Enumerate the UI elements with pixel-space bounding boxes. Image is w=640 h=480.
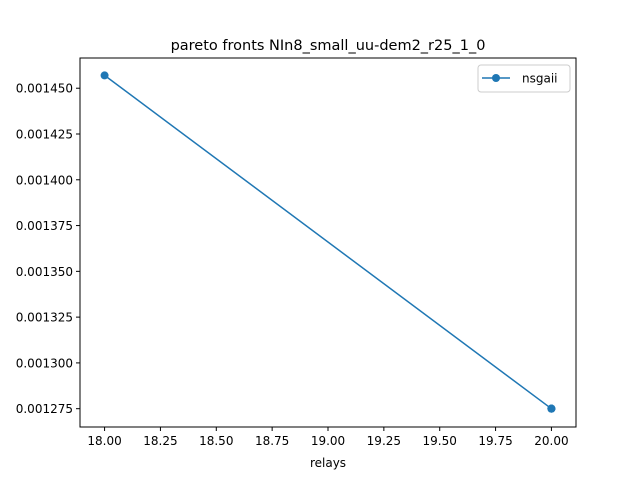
chart-title: pareto fronts NIn8_small_uu-dem2_r25_1_0 [171,38,486,54]
x-axis: 18.00 18.25 18.50 18.75 19.00 19.25 19.50 19.75… [87,427,569,448]
x-tick-label: 20.00 [534,434,568,448]
data-point [547,404,556,413]
x-tick-label: 19.50 [423,434,457,448]
x-tick-label: 18.75 [255,434,289,448]
legend-marker [492,74,500,82]
legend-label: nsgaii [522,72,558,86]
x-tick-label: 19.25 [367,434,401,448]
x-tick-label: 18.25 [143,434,177,448]
x-tick-label: 19.75 [478,434,512,448]
series-line [104,74,552,410]
x-axis-label: relays [310,456,346,470]
legend: nsgaii [477,64,571,93]
plot-frame [79,57,577,428]
y-axis: 0.001275 0.001300 0.001325 0.001350 0.001375… [16,82,80,416]
x-tick-label: 18.00 [87,434,121,448]
y-tick-label: 0.001400 [16,173,73,187]
x-tick-label: 18.50 [199,434,233,448]
y-tick-label: 0.001450 [16,82,73,96]
plot-area [100,71,556,413]
y-tick-label: 0.001375 [16,219,73,233]
x-tick-label: 19.00 [311,434,345,448]
y-tick-label: 0.001425 [16,127,73,141]
y-tick-label: 0.001275 [16,402,73,416]
data-point [100,71,109,80]
legend-box [477,64,571,93]
y-tick-label: 0.001325 [16,311,73,325]
y-tick-label: 0.001350 [16,265,73,279]
y-tick-label: 0.001300 [16,356,73,370]
